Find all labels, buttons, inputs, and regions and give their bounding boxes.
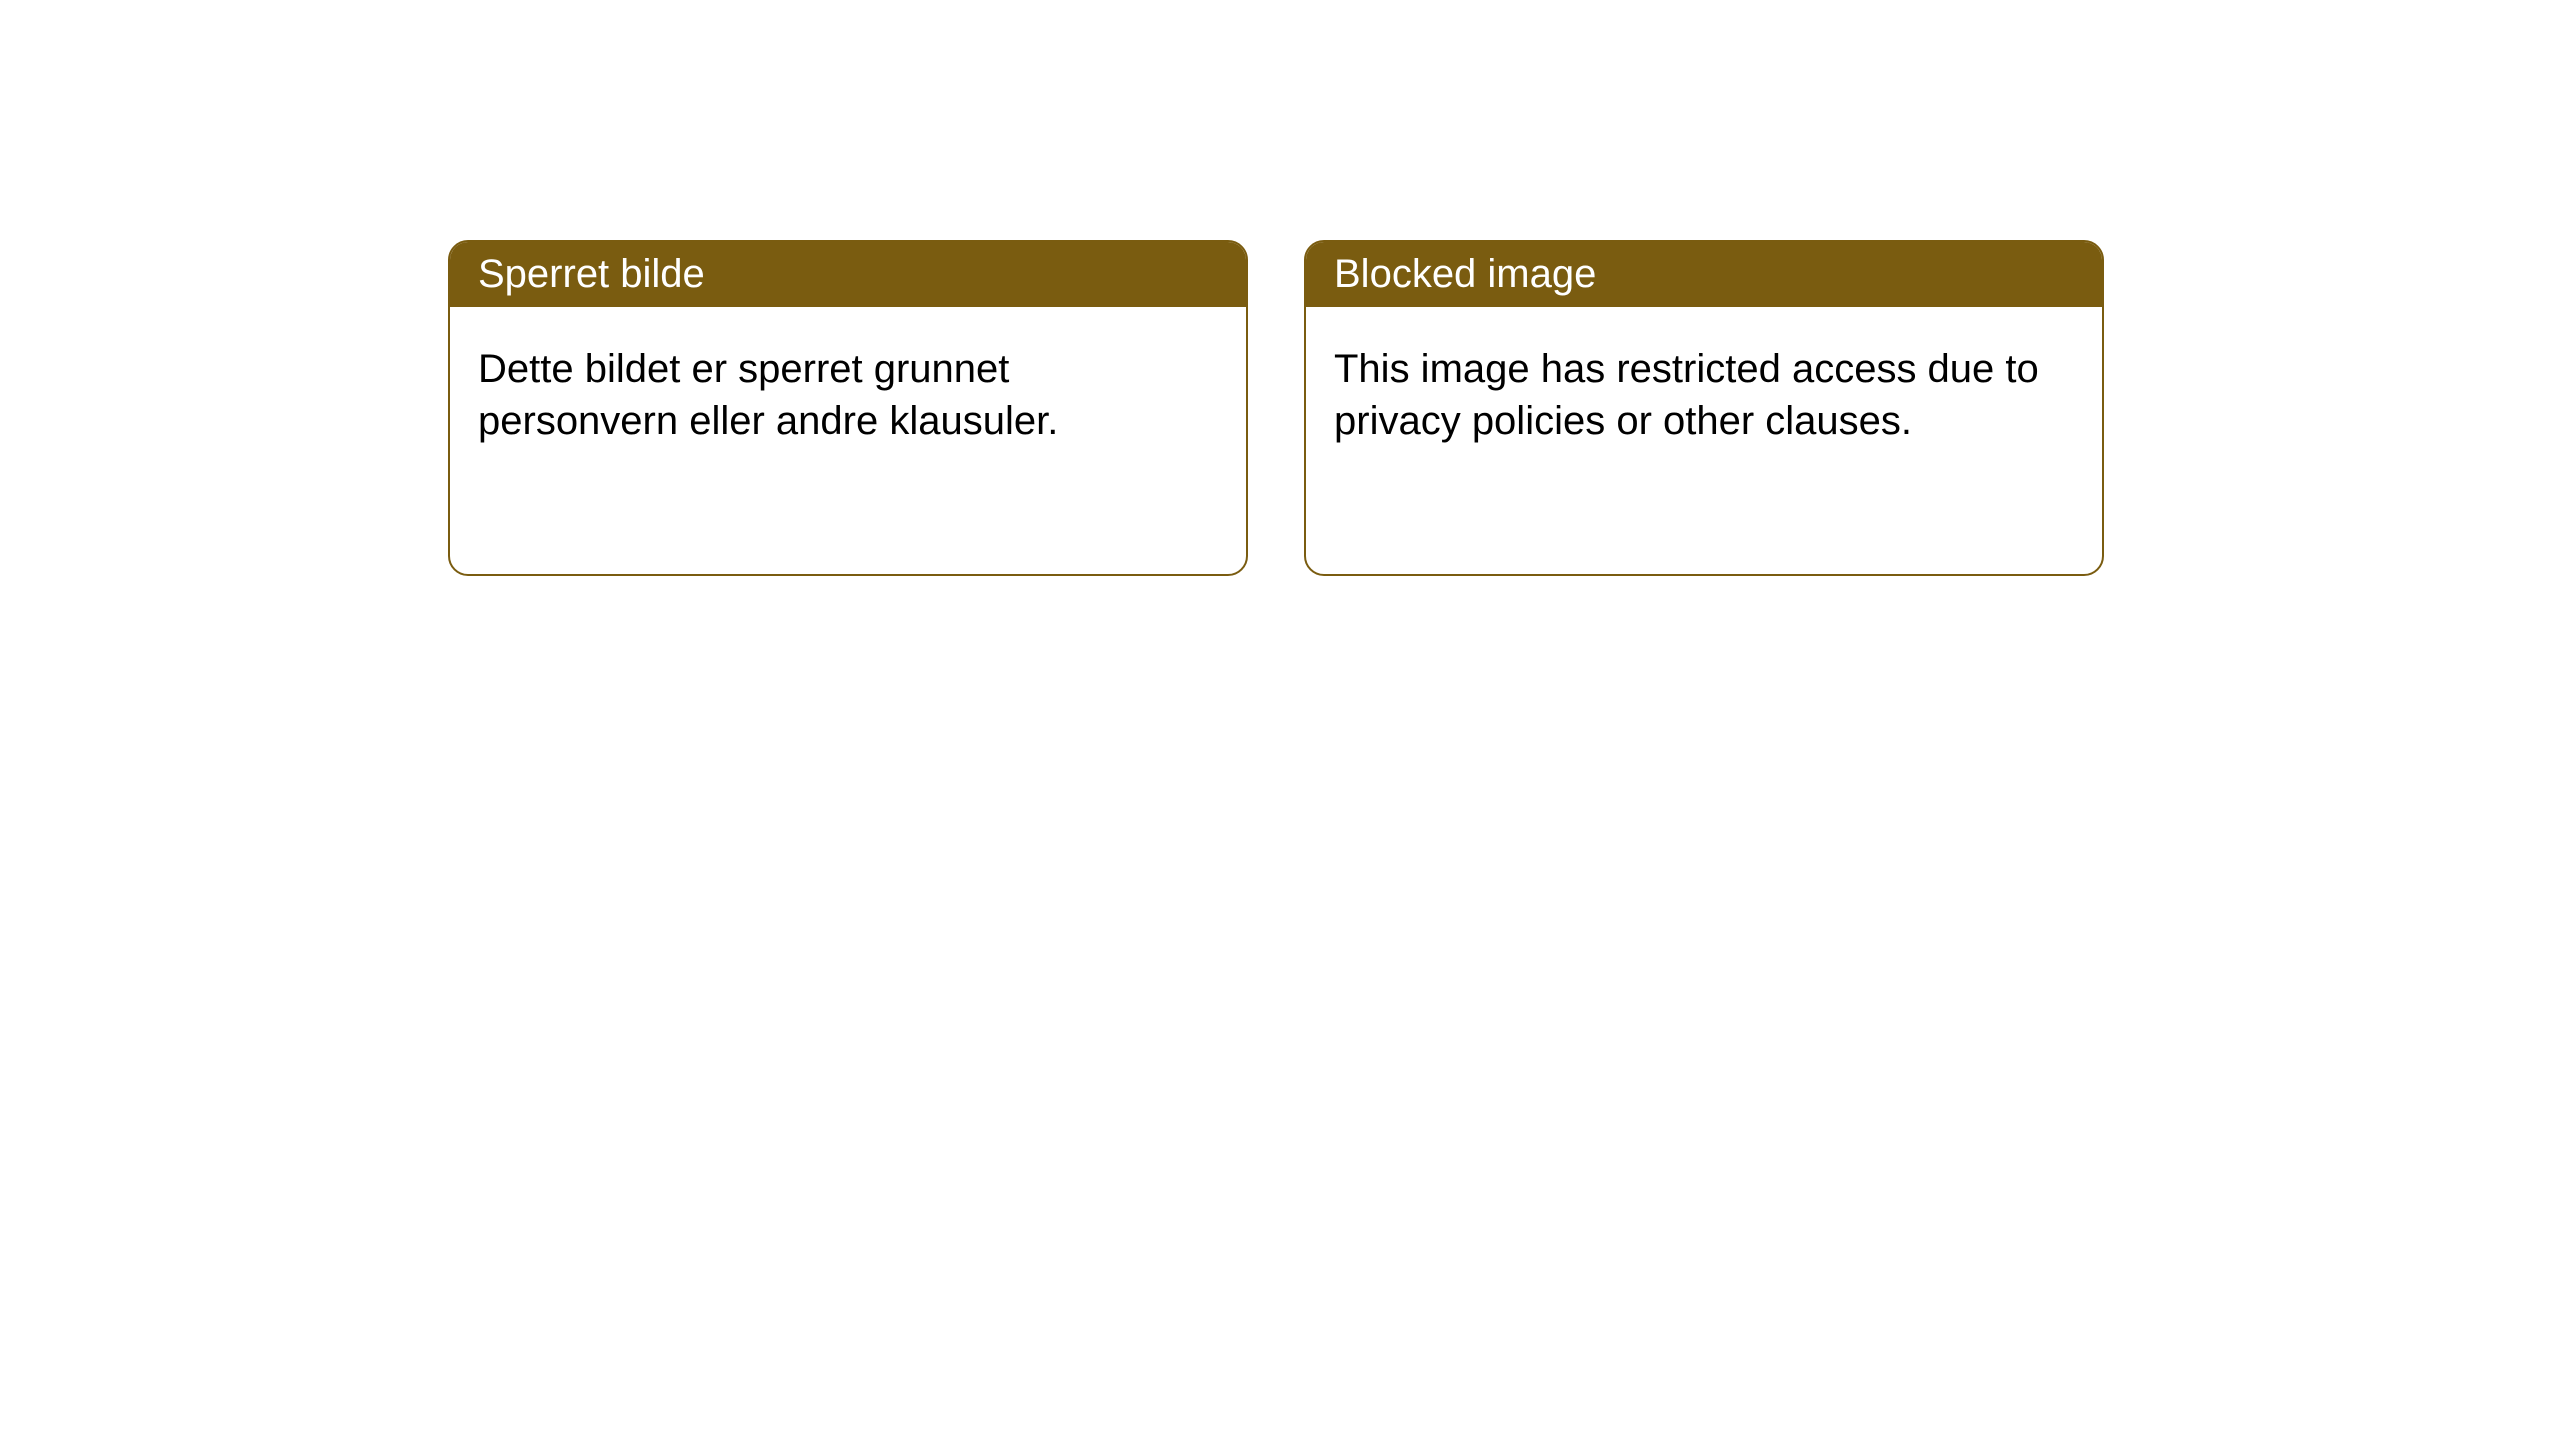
blocked-image-card-en: Blocked image This image has restricted … <box>1304 240 2104 576</box>
card-body: Dette bildet er sperret grunnet personve… <box>450 307 1246 483</box>
card-title: Sperret bilde <box>478 252 705 296</box>
card-body-text: Dette bildet er sperret grunnet personve… <box>478 347 1058 443</box>
card-header: Sperret bilde <box>450 242 1246 307</box>
card-header: Blocked image <box>1306 242 2102 307</box>
card-body-text: This image has restricted access due to … <box>1334 347 2039 443</box>
card-title: Blocked image <box>1334 252 1596 296</box>
notice-container: Sperret bilde Dette bildet er sperret gr… <box>0 0 2560 576</box>
card-body: This image has restricted access due to … <box>1306 307 2102 483</box>
blocked-image-card-no: Sperret bilde Dette bildet er sperret gr… <box>448 240 1248 576</box>
